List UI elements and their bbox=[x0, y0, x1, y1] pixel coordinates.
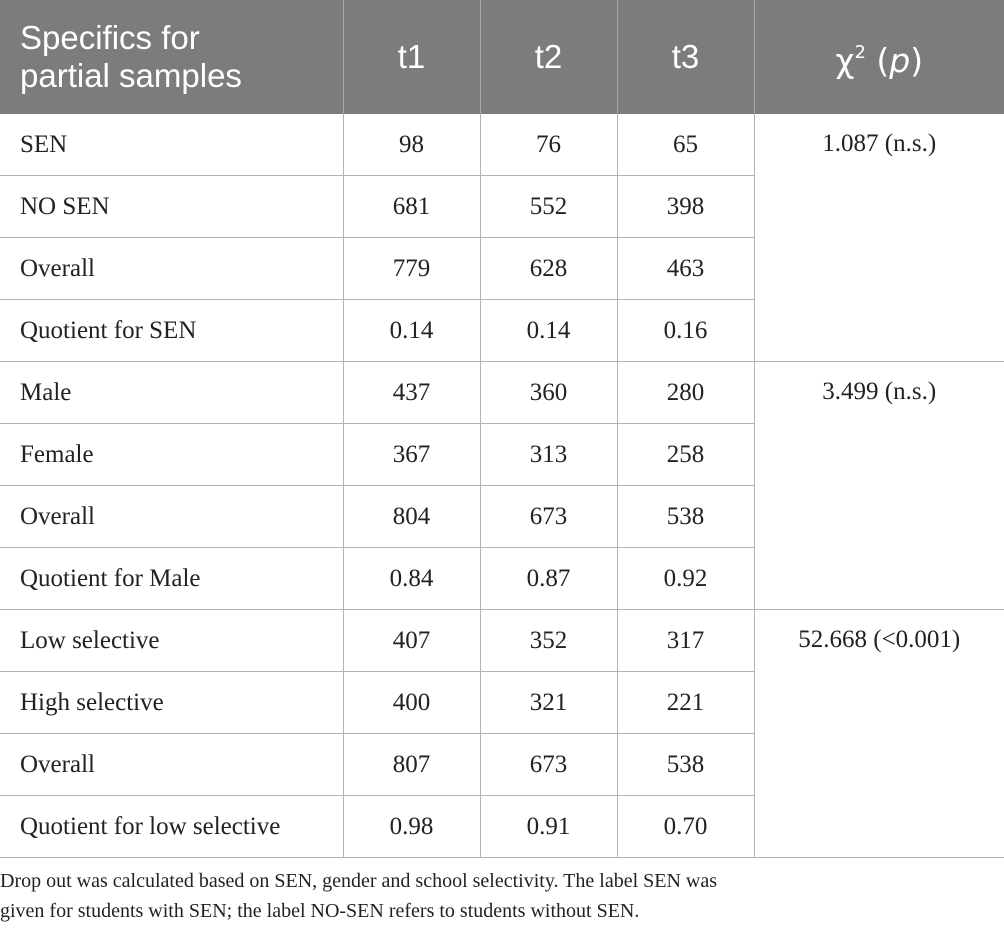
row-label: Quotient for low selective bbox=[0, 795, 344, 858]
cell-t3: 538 bbox=[616, 733, 754, 796]
cell-t2: 352 bbox=[479, 609, 618, 672]
row-label: Low selective bbox=[0, 609, 344, 672]
cell-t3: 0.92 bbox=[616, 547, 754, 610]
chi-p: p bbox=[889, 41, 911, 80]
row-label: Overall bbox=[0, 733, 344, 796]
table-row: Overall 779 628 463 bbox=[0, 237, 1004, 300]
header-specifics-line2: partial samples bbox=[20, 57, 242, 94]
cell-t2: 673 bbox=[479, 485, 618, 548]
header-t3: t3 bbox=[616, 0, 754, 114]
row-label: NO SEN bbox=[0, 175, 344, 238]
cell-t1: 437 bbox=[342, 361, 481, 424]
cell-t2: 0.87 bbox=[479, 547, 618, 610]
row-label: High selective bbox=[0, 671, 344, 734]
cell-t3: 0.16 bbox=[616, 299, 754, 362]
row-label: Overall bbox=[0, 485, 344, 548]
cell-t3: 65 bbox=[616, 114, 755, 176]
row-label: Quotient for Male bbox=[0, 547, 344, 610]
footnote-line1: Drop out was calculated based on SEN, ge… bbox=[0, 870, 718, 892]
table-body: SEN 98 76 65 1.087 (n.s.) NO SEN 681 552… bbox=[0, 114, 1004, 858]
table-row: Quotient for low selective 0.98 0.91 0.7… bbox=[0, 795, 1004, 858]
chi-symbol: χ bbox=[835, 41, 855, 80]
cell-t1: 804 bbox=[342, 485, 481, 548]
cell-t3: 258 bbox=[616, 423, 754, 486]
cell-t2: 360 bbox=[479, 361, 618, 424]
chi-square-sen: 1.087 (n.s.) bbox=[753, 114, 1004, 362]
cell-t2: 552 bbox=[479, 175, 618, 238]
header-t1: t1 bbox=[342, 0, 480, 114]
table-row: Male 437 360 280 3.499 (n.s.) bbox=[0, 361, 1004, 610]
chi-exponent: 2 bbox=[854, 42, 866, 63]
table-row: NO SEN 681 552 398 bbox=[0, 175, 1004, 238]
cell-t1: 98 bbox=[342, 114, 481, 176]
cell-t3: 280 bbox=[616, 361, 755, 424]
header-row: Specifics for partial samples t1 t2 t3 χ2… bbox=[0, 0, 1004, 114]
chi-square-gender: 3.499 (n.s.) bbox=[753, 361, 1004, 610]
table-row: Overall 807 673 538 bbox=[0, 733, 1004, 796]
cell-t1: 681 bbox=[342, 175, 481, 238]
row-label: SEN bbox=[0, 114, 344, 176]
header-specifics-line1: Specifics for bbox=[20, 19, 200, 56]
cell-t1: 367 bbox=[342, 423, 481, 486]
cell-t2: 0.14 bbox=[479, 299, 618, 362]
cell-t2: 673 bbox=[479, 733, 618, 796]
table-row: Quotient for SEN 0.14 0.14 0.16 bbox=[0, 299, 1004, 362]
table-row: Quotient for Male 0.84 0.87 0.92 bbox=[0, 547, 1004, 610]
cell-t3: 463 bbox=[616, 237, 754, 300]
header-specifics: Specifics for partial samples bbox=[0, 0, 343, 114]
table-row: Overall 804 673 538 bbox=[0, 485, 1004, 548]
table-row: SEN 98 76 65 1.087 (n.s.) bbox=[0, 114, 1004, 362]
cell-t1: 0.84 bbox=[342, 547, 481, 610]
cell-t2: 321 bbox=[479, 671, 618, 734]
cell-t1: 0.14 bbox=[342, 299, 481, 362]
footnote-line2: given for students with SEN; the label N… bbox=[0, 900, 640, 922]
row-label: Quotient for SEN bbox=[0, 299, 344, 362]
cell-t3: 0.70 bbox=[616, 795, 754, 858]
cell-t1: 0.98 bbox=[342, 795, 481, 858]
row-label: Overall bbox=[0, 237, 344, 300]
table-row: High selective 400 321 221 bbox=[0, 671, 1004, 734]
header-t2: t2 bbox=[479, 0, 617, 114]
cell-t3: 398 bbox=[616, 175, 754, 238]
header-chi-square: χ2 (p) bbox=[753, 0, 1004, 114]
cell-t1: 407 bbox=[342, 609, 481, 672]
table-footnote: Drop out was calculated based on SEN, ge… bbox=[0, 866, 1000, 926]
table-row: Low selective 407 352 317 52.668 (<0.001… bbox=[0, 609, 1004, 858]
table-row: Female 367 313 258 bbox=[0, 423, 1004, 486]
chi-square-selectivity: 52.668 (<0.001) bbox=[753, 609, 1004, 858]
cell-t2: 313 bbox=[479, 423, 618, 486]
cell-t3: 317 bbox=[616, 609, 755, 672]
cell-t2: 76 bbox=[479, 114, 618, 176]
cell-t3: 221 bbox=[616, 671, 754, 734]
cell-t1: 807 bbox=[342, 733, 481, 796]
cell-t1: 400 bbox=[342, 671, 481, 734]
cell-t1: 779 bbox=[342, 237, 481, 300]
row-label: Female bbox=[0, 423, 344, 486]
cell-t3: 538 bbox=[616, 485, 754, 548]
cell-t2: 0.91 bbox=[479, 795, 618, 858]
table-header: Specifics for partial samples t1 t2 t3 χ2… bbox=[0, 0, 1004, 114]
dropout-table: Specifics for partial samples t1 t2 t3 χ2… bbox=[0, 0, 1004, 858]
row-label: Male bbox=[0, 361, 344, 424]
cell-t2: 628 bbox=[479, 237, 618, 300]
